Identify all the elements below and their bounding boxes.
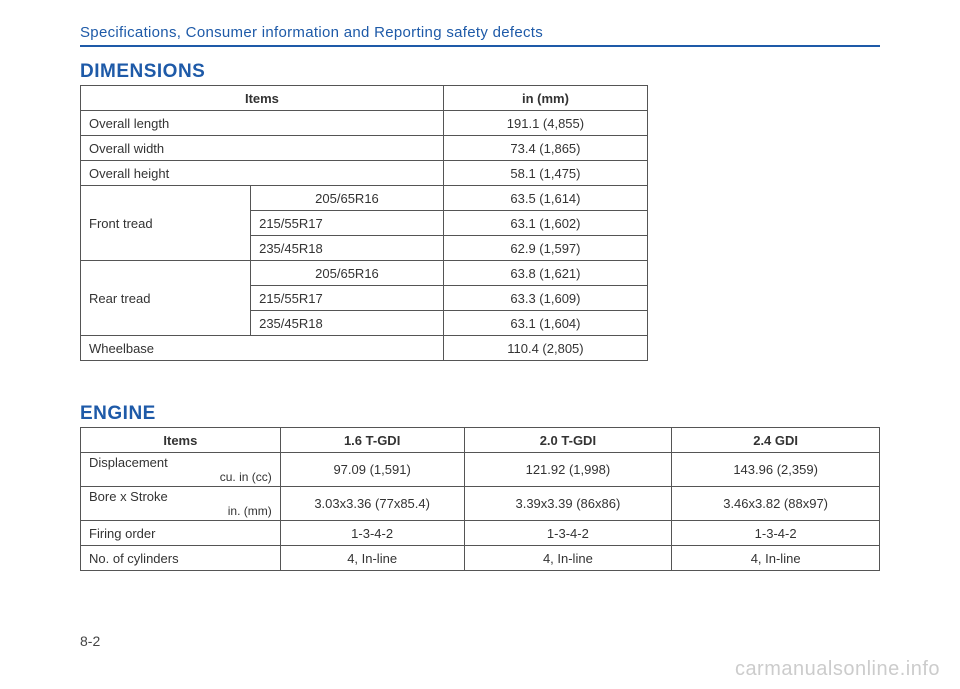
cell-value: 1-3-4-2 bbox=[280, 521, 464, 546]
dimensions-table: Items in (mm) Overall length 191.1 (4,85… bbox=[80, 85, 648, 361]
page-number: 8-2 bbox=[80, 633, 100, 649]
cell-value: 110.4 (2,805) bbox=[443, 336, 647, 361]
item-unit: in. (mm) bbox=[89, 504, 272, 518]
item-name: Bore x Stroke bbox=[89, 489, 168, 504]
col-value: in (mm) bbox=[443, 86, 647, 111]
table-header-row: Items in (mm) bbox=[81, 86, 648, 111]
table-row: Front tread 205/65R16 63.5 (1,614) bbox=[81, 186, 648, 211]
cell-value: 121.92 (1,998) bbox=[464, 453, 672, 487]
cell-value: 97.09 (1,591) bbox=[280, 453, 464, 487]
table-row: Wheelbase 110.4 (2,805) bbox=[81, 336, 648, 361]
cell-label: Firing order bbox=[81, 521, 281, 546]
col-engine3: 2.4 GDI bbox=[672, 428, 880, 453]
cell-value: 3.39x3.39 (86x86) bbox=[464, 487, 672, 521]
table-row: Overall height 58.1 (1,475) bbox=[81, 161, 648, 186]
table-row: Rear tread 205/65R16 63.8 (1,621) bbox=[81, 261, 648, 286]
cell-label: No. of cylinders bbox=[81, 546, 281, 571]
col-engine1: 1.6 T-GDI bbox=[280, 428, 464, 453]
cell-value: 58.1 (1,475) bbox=[443, 161, 647, 186]
cell-tire: 215/55R17 bbox=[251, 286, 444, 311]
cell-value: 3.46x3.82 (88x97) bbox=[672, 487, 880, 521]
engine-title: ENGINE bbox=[80, 403, 880, 425]
table-row: Firing order 1-3-4-2 1-3-4-2 1-3-4-2 bbox=[81, 521, 880, 546]
cell-value: 1-3-4-2 bbox=[464, 521, 672, 546]
cell-label: Overall width bbox=[81, 136, 444, 161]
col-items: Items bbox=[81, 428, 281, 453]
cell-value: 63.8 (1,621) bbox=[443, 261, 647, 286]
cell-tire: 205/65R16 bbox=[251, 186, 444, 211]
engine-table: Items 1.6 T-GDI 2.0 T-GDI 2.4 GDI Displa… bbox=[80, 427, 880, 571]
cell-value: 4, In-line bbox=[280, 546, 464, 571]
cell-label: Rear tread bbox=[81, 261, 251, 336]
cell-label: Wheelbase bbox=[81, 336, 444, 361]
watermark: carmanualsonline.info bbox=[735, 658, 940, 681]
cell-value: 4, In-line bbox=[672, 546, 880, 571]
dimensions-title: DIMENSIONS bbox=[80, 61, 880, 83]
table-row: No. of cylinders 4, In-line 4, In-line 4… bbox=[81, 546, 880, 571]
table-row: Overall length 191.1 (4,855) bbox=[81, 111, 648, 136]
cell-value: 73.4 (1,865) bbox=[443, 136, 647, 161]
table-row: Bore x Stroke in. (mm) 3.03x3.36 (77x85.… bbox=[81, 487, 880, 521]
page-header: Specifications, Consumer information and… bbox=[80, 24, 880, 47]
item-unit: cu. in (cc) bbox=[89, 470, 272, 484]
cell-value: 63.1 (1,604) bbox=[443, 311, 647, 336]
cell-tire: 235/45R18 bbox=[251, 236, 444, 261]
table-row: Displacement cu. in (cc) 97.09 (1,591) 1… bbox=[81, 453, 880, 487]
item-name: Displacement bbox=[89, 455, 168, 470]
table-header-row: Items 1.6 T-GDI 2.0 T-GDI 2.4 GDI bbox=[81, 428, 880, 453]
cell-value: 1-3-4-2 bbox=[672, 521, 880, 546]
cell-tire: 215/55R17 bbox=[251, 211, 444, 236]
cell-label: Overall height bbox=[81, 161, 444, 186]
cell-value: 4, In-line bbox=[464, 546, 672, 571]
cell-value: 143.96 (2,359) bbox=[672, 453, 880, 487]
cell-value: 63.3 (1,609) bbox=[443, 286, 647, 311]
cell-tire: 235/45R18 bbox=[251, 311, 444, 336]
cell-label: Overall length bbox=[81, 111, 444, 136]
cell-value: 62.9 (1,597) bbox=[443, 236, 647, 261]
cell-value: 63.1 (1,602) bbox=[443, 211, 647, 236]
cell-label: Front tread bbox=[81, 186, 251, 261]
cell-label: Bore x Stroke in. (mm) bbox=[81, 487, 281, 521]
col-items: Items bbox=[81, 86, 444, 111]
table-row: Overall width 73.4 (1,865) bbox=[81, 136, 648, 161]
cell-label: Displacement cu. in (cc) bbox=[81, 453, 281, 487]
cell-value: 191.1 (4,855) bbox=[443, 111, 647, 136]
cell-tire: 205/65R16 bbox=[251, 261, 444, 286]
cell-value: 3.03x3.36 (77x85.4) bbox=[280, 487, 464, 521]
col-engine2: 2.0 T-GDI bbox=[464, 428, 672, 453]
cell-value: 63.5 (1,614) bbox=[443, 186, 647, 211]
header-title: Specifications, Consumer information and… bbox=[80, 24, 543, 41]
